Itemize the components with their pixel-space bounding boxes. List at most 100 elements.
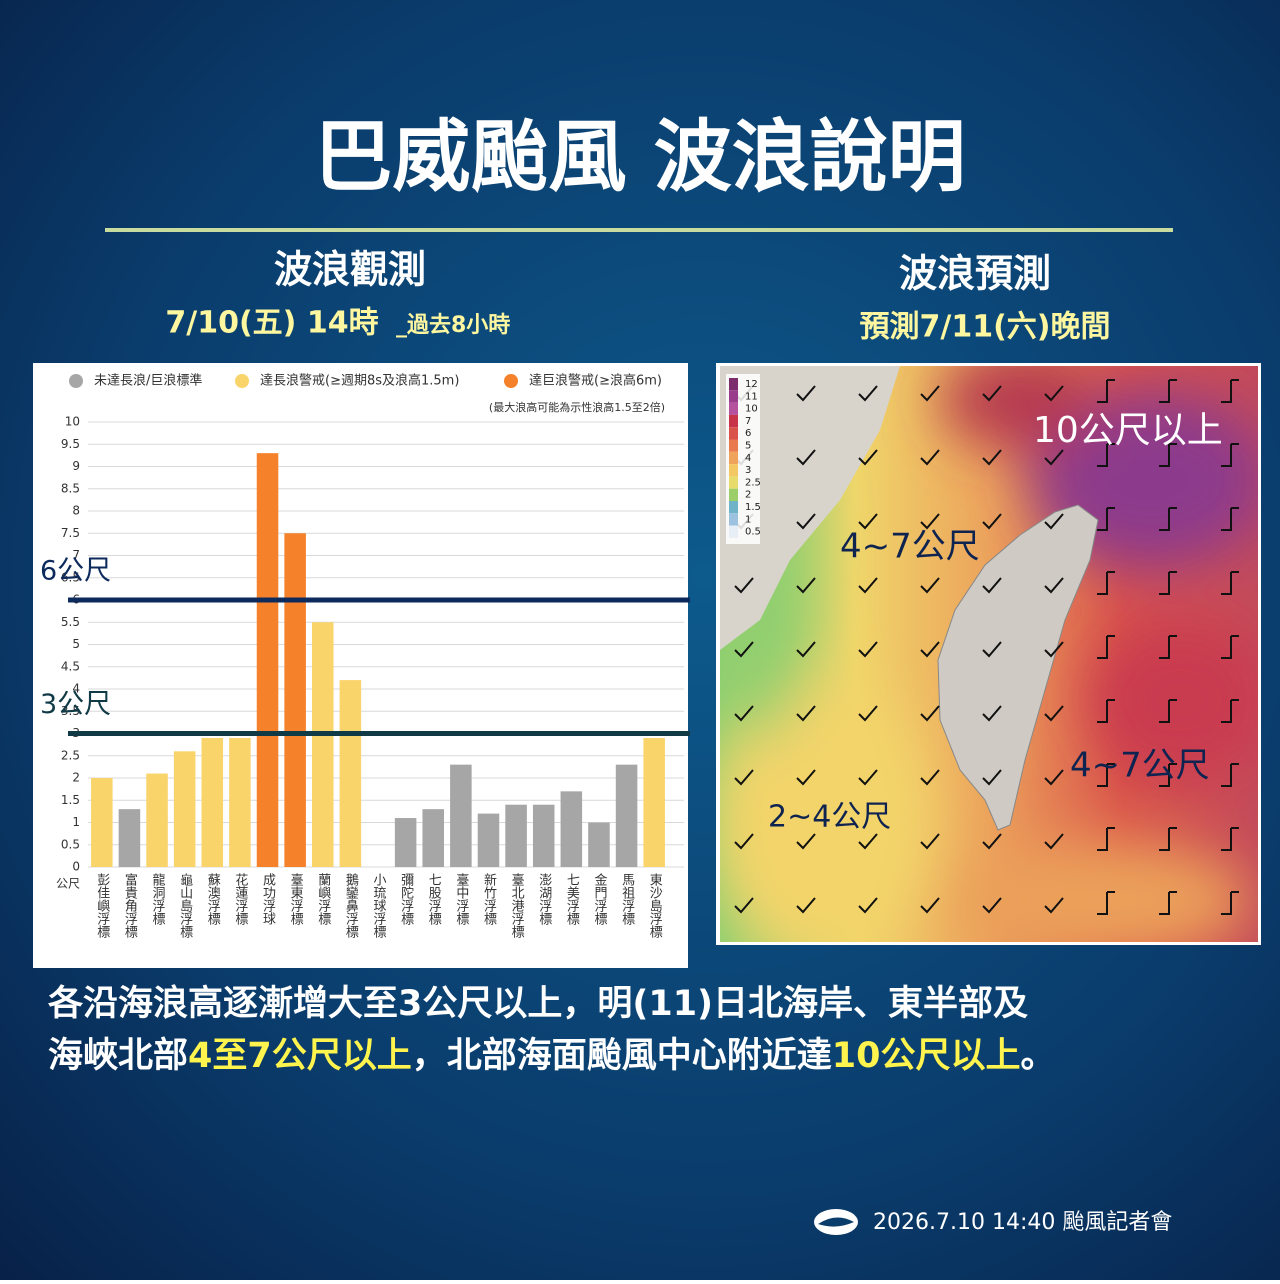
scale-label: 7: [745, 416, 751, 427]
wind-barb: [1097, 507, 1115, 531]
y-tick-label: 9: [72, 459, 80, 473]
wind-barb: [920, 385, 940, 402]
taiwan: [937, 504, 1099, 831]
y-tick-label: 0: [72, 860, 80, 874]
reference-label: 3公尺: [40, 689, 111, 720]
wind-barb: [1097, 891, 1115, 915]
y-tick-label: 8.5: [61, 481, 80, 495]
left-date-note: _過去8小時: [396, 312, 510, 338]
wind-barb: [1159, 635, 1177, 659]
bar: [229, 737, 251, 867]
y-tick-label: 5.5: [61, 615, 80, 629]
wind-barb: [734, 577, 754, 594]
wind-barb: [858, 513, 878, 530]
x-tick-label: 富貴角浮標: [122, 872, 138, 938]
right-heading: 波浪預測: [899, 252, 1051, 296]
x-tick-label: 金門浮標: [591, 872, 607, 925]
wind-barb: [920, 769, 940, 786]
bar: [91, 778, 113, 867]
legend-swatch: [235, 374, 249, 388]
bar: [615, 764, 638, 867]
wind-barb: [982, 833, 1002, 850]
wind-barb: [982, 897, 1002, 914]
body-text: 各沿海浪高逐漸增大至3公尺以上，明(11)日北海岸、東半部及海峽北部4至7公尺以…: [47, 983, 1055, 1076]
wind-barb: [1221, 379, 1239, 403]
chart-note: (最大浪高可能為示性浪高1.5至2倍): [489, 400, 665, 414]
wind-barb: [1159, 827, 1177, 851]
map-label: 4~7公尺: [1070, 746, 1210, 786]
y-unit: 公尺: [56, 877, 80, 891]
y-tick-label: 5: [72, 637, 80, 651]
bar: [422, 809, 445, 867]
y-tick-label: 8: [72, 504, 80, 518]
map-label: 4~7公尺: [840, 527, 980, 567]
x-tick-label: 小琉球浮標: [371, 873, 387, 938]
wind-barb: [920, 833, 940, 850]
wind-barb: [982, 385, 1002, 402]
scale-swatch: [729, 488, 738, 501]
scale-swatch: [729, 464, 738, 477]
bar: [532, 804, 555, 867]
wind-barb: [1044, 705, 1064, 722]
wind-barb: [1221, 635, 1239, 659]
legend-label: 未達長浪/巨浪標準: [94, 373, 202, 389]
wind-barb: [920, 897, 940, 914]
wind-barb: [1044, 641, 1064, 658]
scale-swatch: [729, 525, 738, 538]
logo-mark: [818, 1217, 854, 1227]
x-tick-label: 澎湖浮標: [536, 873, 552, 925]
wind-barb: [1097, 571, 1115, 595]
scale-label: 10: [745, 404, 758, 415]
wind-barb: [858, 577, 878, 594]
x-tick-label: 龍洞浮標: [150, 872, 166, 925]
x-tick-label: 臺東浮標: [288, 873, 304, 925]
bar: [201, 737, 224, 867]
y-tick-label: 10: [65, 415, 80, 429]
wind-barb: [1044, 385, 1064, 402]
wind-barb: [1159, 443, 1177, 467]
left-date: 7/10(五) 14時: [165, 306, 378, 341]
scale-swatch: [729, 390, 738, 403]
wind-barb: [1097, 635, 1115, 659]
wind-barb: [920, 449, 940, 466]
scale-label: 5: [745, 441, 751, 452]
body-segment: 海峽北部: [48, 1036, 188, 1076]
wind-barb: [734, 833, 754, 850]
wind-barb: [1159, 571, 1177, 595]
bar: [560, 791, 583, 867]
bar: [394, 818, 417, 867]
scale-label: 0.5: [745, 527, 761, 538]
x-tick-label: 馬祖浮標: [619, 873, 635, 925]
wind-barb: [982, 769, 1002, 786]
wind-barb: [796, 897, 816, 914]
x-tick-label: 彌陀浮標: [398, 873, 414, 925]
x-tick-label: 龜山島浮標: [177, 873, 193, 938]
bar: [311, 622, 334, 867]
wind-barb: [920, 577, 940, 594]
wind-barb: [1159, 891, 1177, 915]
legend-swatch: [69, 374, 83, 388]
wind-barb: [1097, 379, 1115, 403]
wind-barb: [796, 577, 816, 594]
x-tick-label: 東沙島浮標: [647, 872, 663, 938]
wind-barb: [1221, 507, 1239, 531]
body-line: 各沿海浪高逐漸增大至3公尺以上，明(11)日北海岸、東半部及: [47, 983, 1028, 1024]
wind-barb: [858, 449, 878, 466]
title: 巴威颱風 波浪說明: [314, 112, 965, 202]
scale-label: 1.5: [745, 502, 761, 513]
y-tick-label: 2.5: [61, 748, 80, 762]
wind-barb: [796, 385, 816, 402]
left-heading: 波浪觀測: [274, 248, 426, 292]
wind-barb: [858, 641, 878, 658]
scale-swatch: [729, 427, 738, 440]
y-tick-label: 3.5: [61, 704, 80, 718]
body-segment: ，北部海面颱風中心附近達: [412, 1036, 832, 1076]
wind-barb: [1159, 507, 1177, 531]
wind-barb: [982, 577, 1002, 594]
scale-swatch: [729, 439, 738, 452]
bar: [643, 737, 665, 867]
x-tick-label: 鵝鑾鼻浮標: [343, 873, 359, 938]
wind-barb: [1044, 897, 1064, 914]
wind-barb: [1159, 699, 1177, 723]
